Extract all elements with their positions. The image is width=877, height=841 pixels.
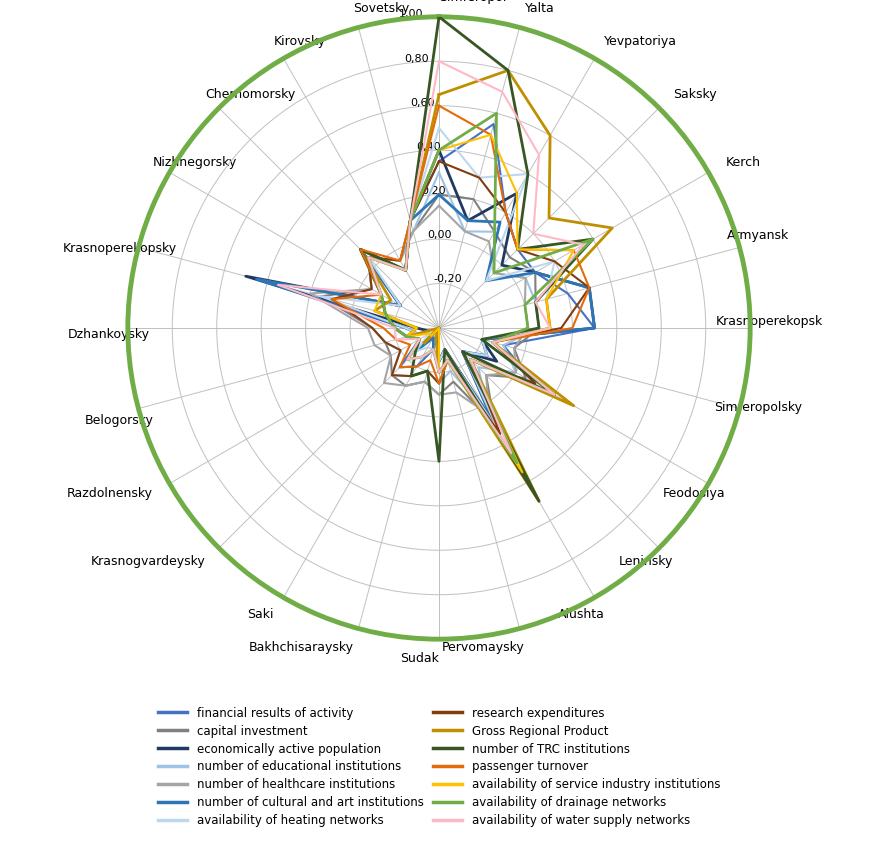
Legend: financial results of activity, capital investment, economically active populatio: financial results of activity, capital i… bbox=[154, 703, 723, 831]
